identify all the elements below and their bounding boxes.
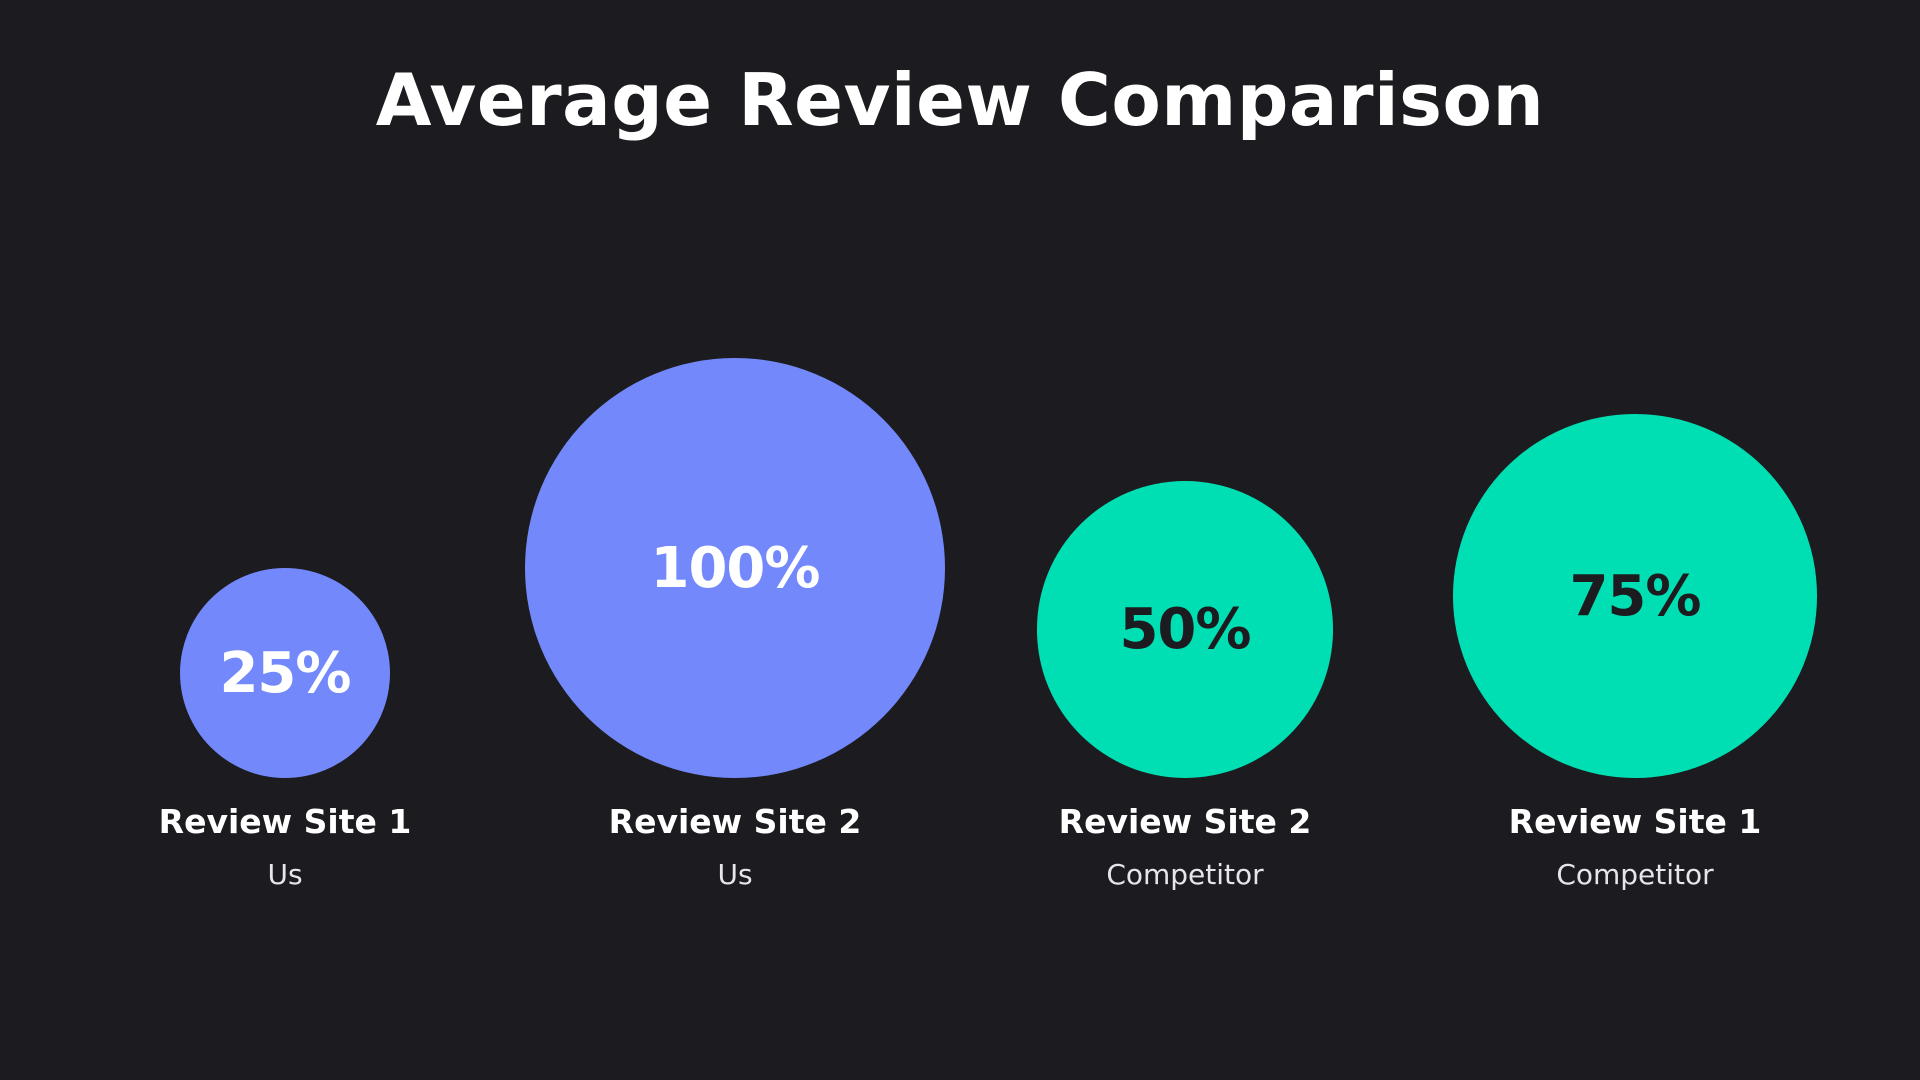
bubble-4: 75% xyxy=(1453,414,1817,778)
bubble-group-label: Us xyxy=(717,858,753,891)
bubble-group-label: Competitor xyxy=(1106,858,1264,891)
bubble-2: 100% xyxy=(525,358,945,778)
bubble-3: 50% xyxy=(1036,481,1334,778)
bubble-value-label: 75% xyxy=(1569,563,1701,629)
bubble-value-label: 50% xyxy=(1119,596,1251,662)
bubble-category-label: Review Site 2 xyxy=(608,802,862,841)
chart-title: Average Review Comparison xyxy=(375,58,1545,142)
bubble-category-label: Review Site 1 xyxy=(1508,802,1762,841)
bubble-value-label: 100% xyxy=(650,535,820,601)
bubble-1: 25% xyxy=(180,568,390,778)
bubble-group-label: Us xyxy=(267,858,303,891)
bubble-group-label: Competitor xyxy=(1556,858,1714,891)
bubble-category-label: Review Site 2 xyxy=(1058,802,1312,841)
bubble-value-label: 25% xyxy=(219,640,351,706)
bubble-category-label: Review Site 1 xyxy=(158,802,412,841)
